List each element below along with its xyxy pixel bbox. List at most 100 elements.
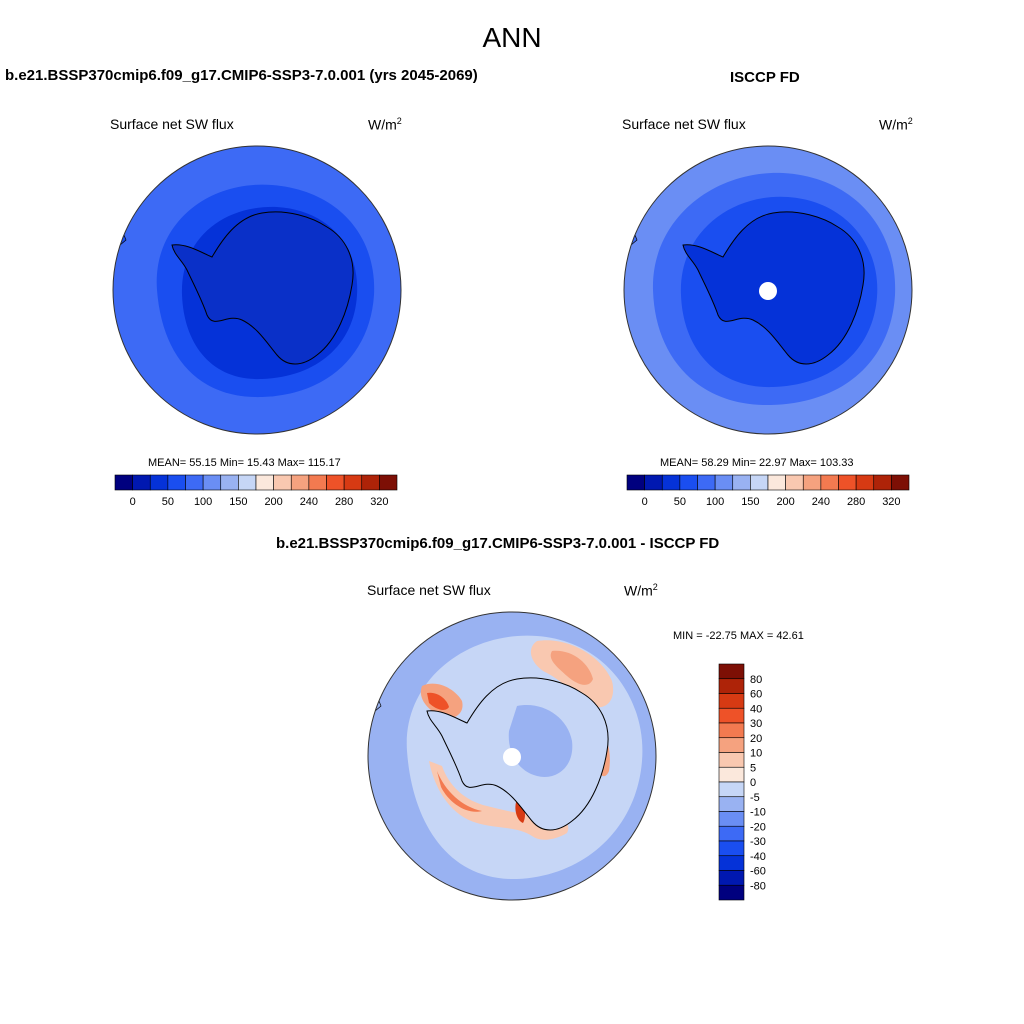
obs-colorbar: 0 50 100 150 200 240 280 320 <box>626 474 910 508</box>
model-colorbar-label: 100 <box>194 496 212 508</box>
obs-units-label: W/m2 <box>879 116 913 133</box>
model-colorbar-box <box>167 474 186 491</box>
diff-colorbar-label: -5 <box>750 792 760 804</box>
obs-colorbar-box <box>855 474 875 491</box>
diff-colorbar-label: -10 <box>750 807 766 819</box>
diff-colorbar-box <box>718 737 745 753</box>
obs-colorbar-box <box>714 474 734 491</box>
obs-stats: MEAN= 58.29 Min= 22.97 Max= 103.33 <box>660 457 854 469</box>
model-colorbar-label: 150 <box>229 496 247 508</box>
model-polar-map <box>112 145 402 435</box>
diff-colorbar-label: 5 <box>750 762 756 774</box>
obs-colorbar-box <box>891 474 910 491</box>
diff-colorbar-box <box>718 707 745 724</box>
model-stats: MEAN= 55.15 Min= 15.43 Max= 115.17 <box>148 457 341 469</box>
figure-title: ANN <box>482 22 542 53</box>
diff-colorbar-label: 10 <box>750 748 762 760</box>
diff-colorbar-label: 80 <box>750 674 762 686</box>
diff-polar-map <box>367 611 657 901</box>
model-colorbar-box <box>343 474 363 491</box>
diff-colorbar-box <box>718 766 745 783</box>
model-colorbar-box <box>238 474 257 491</box>
obs-colorbar-box <box>767 474 786 491</box>
diff-colorbar-box <box>718 884 745 901</box>
obs-colorbar-label: 200 <box>776 496 794 508</box>
obs-colorbar-box <box>626 474 645 491</box>
diff-colorbar-box <box>718 752 745 768</box>
model-variable-label: Surface net SW flux <box>110 116 234 132</box>
diff-warm-coast-core <box>437 771 482 812</box>
model-colorbar: 0 50 100 150 200 240 280 320 <box>114 474 398 508</box>
model-antarctica <box>171 211 354 365</box>
diff-hot-peninsula <box>427 692 449 710</box>
model-colorbar-box <box>255 474 274 491</box>
diff-colorbar-label: -80 <box>750 880 766 892</box>
diff-colorbar-box <box>718 678 745 694</box>
obs-colorbar-box <box>838 474 857 491</box>
obs-colorbar-label: 100 <box>706 496 724 508</box>
model-colorbar-box <box>132 474 151 491</box>
obs-colorbar-box <box>873 474 892 491</box>
model-colorbar-box <box>308 474 327 491</box>
diff-units-label: W/m2 <box>624 582 658 599</box>
diff-warm-north-core <box>550 650 593 685</box>
obs-colorbar-box <box>697 474 716 491</box>
obs-variable-label: Surface net SW flux <box>622 116 746 132</box>
diff-colorbar-box <box>718 855 745 871</box>
model-colorbar-box <box>185 474 204 491</box>
obs-colorbar-box <box>802 474 822 491</box>
model-colorbar-label: 280 <box>335 496 353 508</box>
diff-interior-cool <box>508 705 573 777</box>
model-colorbar-box <box>202 474 222 491</box>
diff-colorbar-label: 0 <box>750 777 756 789</box>
obs-colorbar-label: 50 <box>674 496 686 508</box>
model-colorbar-box <box>149 474 169 491</box>
diff-colorbar-box <box>718 870 745 886</box>
model-colorbar-label: 320 <box>370 496 388 508</box>
model-colorbar-box <box>290 474 310 491</box>
diff-colorbar-box <box>718 811 745 827</box>
diff-colorbar-label: -60 <box>750 866 766 878</box>
obs-pole-hole <box>759 282 777 300</box>
obs-colorbar-box <box>732 474 751 491</box>
obs-colorbar-box <box>785 474 804 491</box>
model-colorbar-label: 50 <box>162 496 174 508</box>
diff-case-title: b.e21.BSSP370cmip6.f09_g17.CMIP6-SSP3-7.… <box>276 535 720 552</box>
model-colorbar-box <box>326 474 345 491</box>
diff-colorbar-label: 40 <box>750 703 762 715</box>
diff-colorbar-label: -30 <box>750 836 766 848</box>
model-colorbar-box <box>379 474 398 491</box>
obs-colorbar-label: 150 <box>741 496 759 508</box>
model-colorbar-label: 200 <box>264 496 282 508</box>
model-units-label: W/m2 <box>368 116 402 133</box>
diff-colorbar-label: -40 <box>750 851 766 863</box>
obs-polar-map <box>623 145 913 435</box>
obs-colorbar-label: 320 <box>882 496 900 508</box>
diff-colorbar-box <box>718 840 745 857</box>
diff-colorbar-box <box>718 825 745 842</box>
obs-colorbar-box <box>820 474 839 491</box>
model-colorbar-label: 240 <box>300 496 318 508</box>
diff-colorbar-box <box>718 722 745 739</box>
obs-colorbar-label: 240 <box>812 496 830 508</box>
obs-colorbar-box <box>750 474 769 491</box>
diff-colorbar-label: 20 <box>750 733 762 745</box>
diff-colorbar-box <box>718 781 745 798</box>
diff-colorbar-label: 60 <box>750 689 762 701</box>
obs-colorbar-label: 280 <box>847 496 865 508</box>
diff-colorbar-label: -20 <box>750 821 766 833</box>
diff-variable-label: Surface net SW flux <box>367 582 491 598</box>
diff-colorbar-box <box>718 663 745 680</box>
diff-colorbar: 80 60 40 30 20 10 5 0 -5 -10 -20 -30 -40 -60 -80 <box>718 663 766 901</box>
diff-colorbar-label: 30 <box>750 718 762 730</box>
obs-colorbar-box <box>661 474 681 491</box>
diff-stats: MIN = -22.75 MAX = 42.61 <box>673 630 804 642</box>
obs-colorbar-label: 0 <box>642 496 648 508</box>
obs-colorbar-box <box>644 474 663 491</box>
diff-pole-hole <box>503 748 521 766</box>
obs-colorbar-box <box>679 474 698 491</box>
model-colorbar-box <box>220 474 239 491</box>
diff-colorbar-box <box>718 796 745 812</box>
model-case-title: b.e21.BSSP370cmip6.f09_g17.CMIP6-SSP3-7.… <box>5 67 478 84</box>
diff-colorbar-box <box>718 693 745 709</box>
